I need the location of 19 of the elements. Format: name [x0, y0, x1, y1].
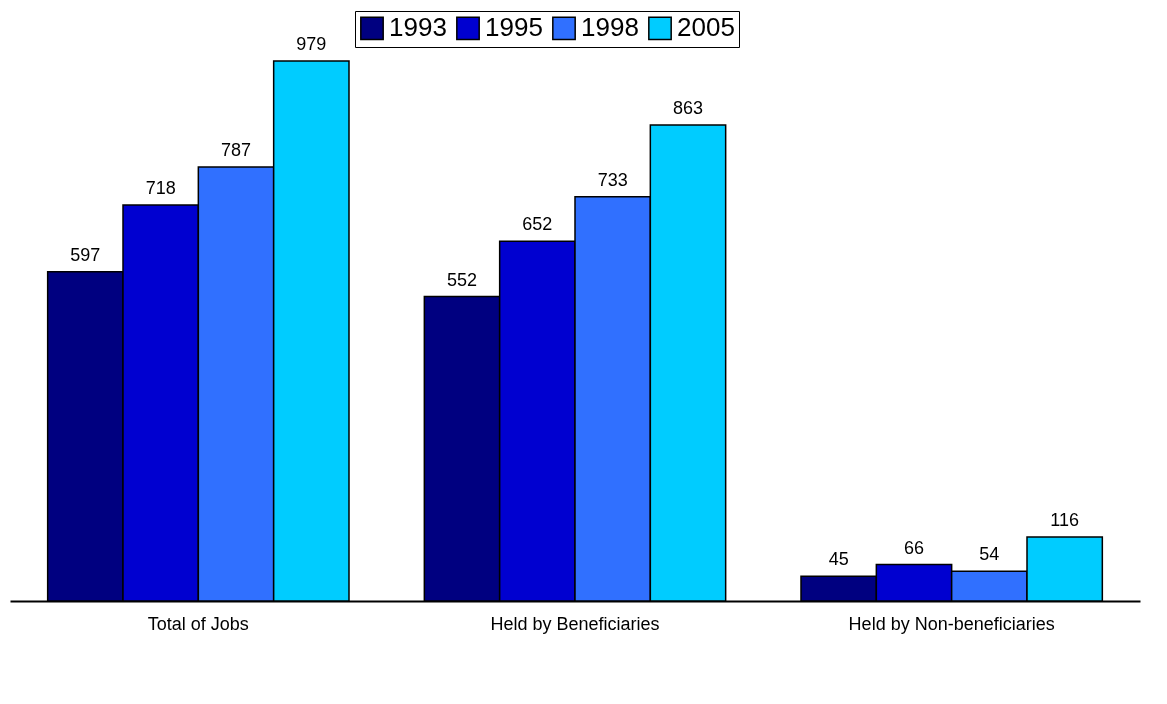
- legend-label: 2005: [677, 12, 735, 43]
- x-tick-label: Total of Jobs: [147, 613, 249, 634]
- data-label: 787: [220, 139, 252, 160]
- x-tick-label: Held by Non-beneficiaries: [848, 613, 1055, 634]
- legend-label: 1995: [485, 12, 543, 43]
- data-label: 718: [145, 177, 176, 198]
- data-label: 733: [597, 169, 628, 190]
- data-label: 652: [522, 214, 553, 235]
- data-label: 552: [446, 269, 478, 290]
- data-label: 597: [70, 244, 101, 265]
- legend-label: 1998: [581, 12, 639, 43]
- legend-label: 1993: [389, 12, 447, 43]
- data-label: 116: [1050, 510, 1080, 531]
- data-label: 45: [828, 549, 849, 570]
- x-tick-label: Held by Beneficiaries: [490, 613, 660, 634]
- data-label: 54: [979, 544, 1000, 565]
- data-label: 863: [672, 97, 704, 118]
- data-label: 979: [296, 34, 327, 54]
- data-label: 66: [903, 537, 925, 558]
